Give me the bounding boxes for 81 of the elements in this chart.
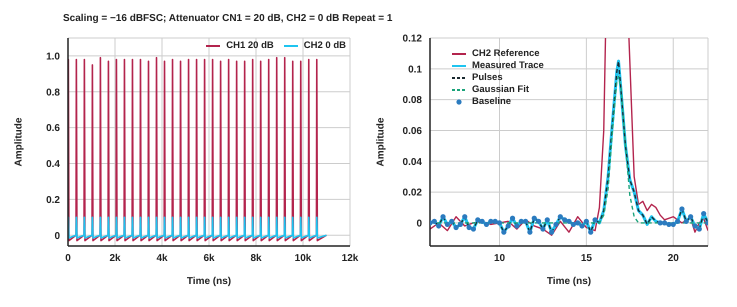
x-axis-title: Time (ns) [186,276,232,287]
y-axis-title: Amplitude [376,117,387,166]
point [540,226,546,232]
y-tick-label: 0.12 [402,34,422,45]
point [462,214,468,220]
point [484,222,490,228]
legend-label: Gaussian Fit [472,84,530,95]
x-tick-label: 8k [250,253,262,264]
y-tick-label: 0.08 [402,95,422,106]
point [670,222,676,228]
point [674,218,680,224]
point [536,218,542,224]
point [592,217,598,222]
point [584,218,589,224]
point [549,230,554,235]
x-tick-label: 0 [65,253,72,264]
point [466,224,472,230]
point [553,222,559,228]
point [436,223,442,229]
x-tick-label: 12k [342,253,359,264]
point [696,226,702,232]
legend-label: Measured Trace [472,60,544,71]
point [432,218,437,224]
legend-label: CH2 0 dB [304,40,346,51]
point [692,223,698,229]
y-tick-label: 0.6 [46,123,60,134]
point [701,211,706,216]
point [440,214,446,220]
x-tick-label: 15 [580,253,592,264]
point [475,217,480,222]
point [496,220,502,226]
point [492,218,498,224]
y-tick-label: 0.06 [402,126,422,137]
x-tick-label: 10k [294,253,312,264]
point [575,220,580,226]
point [679,206,685,212]
y-tick-label: 0 [416,218,422,230]
point [510,216,516,221]
chart-title: Scaling = −16 dBFSC; Attenuator CN1 = 20 dB, CH2 = 0 dB Repeat = 1 [62,12,392,26]
point [453,224,459,230]
point [588,230,594,235]
point [570,222,576,228]
point [514,223,520,229]
x-tick-label: 2k [109,253,121,264]
point [480,218,485,224]
y-tick-label: 0.4 [46,159,60,170]
x-tick-label: 20 [668,253,680,264]
y-tick-label: 0 [54,230,60,242]
y-tick-label: 0.8 [46,87,60,98]
point [688,214,694,220]
legend-label: CH2 Reference [472,48,540,59]
x-tick-label: 4k [156,253,168,264]
point [566,218,572,224]
point [458,222,464,228]
point [684,218,689,224]
line-series [68,56,328,242]
x-tick-label: 10 [494,253,506,264]
point [501,230,506,235]
point [518,218,524,224]
y-tick-label: 0.1 [408,64,422,76]
y-tick-label: 0.04 [402,156,422,168]
x-tick-label: 6k [203,253,215,264]
y-tick-label: 0.2 [46,194,60,206]
x-axis-title: Time (ns) [546,276,592,287]
y-tick-label: 1.0 [46,51,60,62]
point [658,220,663,226]
point [449,218,454,224]
legend-label: CH1 20 dB [226,40,274,51]
point [444,222,450,228]
point [579,223,585,229]
y-tick-label: 0.02 [402,188,422,199]
point [470,226,476,232]
legend-label: Baseline [472,96,512,107]
point [532,216,537,221]
point [506,223,511,229]
point [562,217,568,222]
point [558,214,563,220]
legend-label: Pulses [472,72,503,83]
point [544,217,550,222]
point [527,230,533,235]
y-axis-title: Amplitude [14,117,25,166]
